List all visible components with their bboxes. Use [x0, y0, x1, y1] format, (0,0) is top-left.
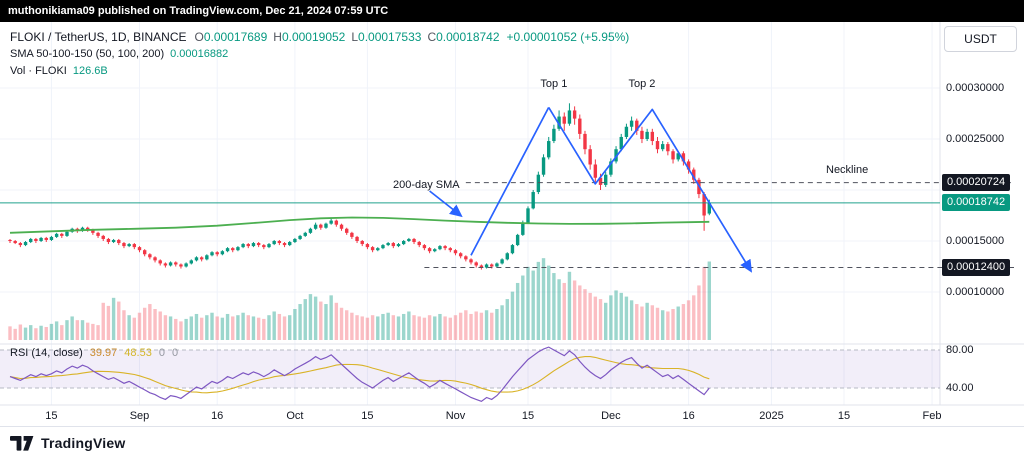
sma-indicator-value: 0.00016882 [170, 48, 229, 60]
ohlc-letter: C [427, 30, 437, 44]
ohlc-value: 0.00019052 [281, 30, 346, 44]
price-axis-label: 0.00030000 [946, 81, 1005, 94]
price-axis-label: 0.00025000 [946, 132, 1005, 145]
candles-layer [8, 103, 711, 270]
rsi-indicator-label[interactable]: RSI (14, close) [10, 347, 83, 359]
sma-line-layer [9, 216, 710, 234]
sma-indicator-label[interactable]: SMA 50-100-150 (50, 100, 200) [10, 48, 165, 60]
time-axis-label: 15 [361, 410, 374, 422]
ohlc-letter: L [351, 30, 359, 44]
rsi-indicator-legend[interactable]: RSI (14, close) 39.97 48.53 0 0 [10, 347, 178, 359]
annotation-neckline[interactable]: Neckline [826, 163, 869, 176]
rsi-value: 0 [171, 347, 179, 359]
last-price-badge: 0.00018742 [942, 194, 1011, 212]
currency-toggle-button[interactable]: USDT [944, 26, 1017, 52]
time-axis-label: Feb [922, 410, 942, 422]
time-axis-label: 15 [837, 410, 851, 422]
symbol-legend[interactable]: FLOKI / TetherUS, 1D, BINANCE O0.00017689… [10, 29, 629, 80]
publish-info-bar: muthonikiama09 published on TradingView.… [0, 0, 1024, 22]
ohlc-letter: O [194, 30, 204, 44]
separators-layer [0, 22, 1024, 406]
ohlc-value: 0.00017689 [203, 30, 268, 44]
time-axis-label: Dec [601, 410, 621, 422]
chart-plot-canvas[interactable] [0, 22, 1024, 427]
rsi-axis-label: 40.00 [946, 382, 974, 394]
gridlines-layer [0, 22, 940, 405]
legend-row-volume: Vol · FLOKI 126.6B [10, 63, 629, 80]
time-axis[interactable]: 15 Sep 16 Oct 15 Nov 15 Dec 16 2025 15 Feb [0, 405, 1024, 426]
ohlc-value: 0.00017533 [358, 30, 422, 44]
price-axis-label: 0.00010000 [946, 285, 1005, 298]
price-axis-label: 0.00015000 [946, 234, 1005, 247]
volume-bars-layer [8, 258, 711, 340]
price-level-badge: 0.00012400 [942, 259, 1011, 276]
time-axis-label: 2025 [759, 410, 784, 422]
rsi-axis-label: 80.00 [946, 344, 974, 356]
ohlc-values: O0.00017689 H0.00019052 L0.00017533 C0.0001… [189, 30, 500, 44]
chart-area[interactable]: FLOKI / TetherUS, 1D, BINANCE O0.00017689… [0, 22, 1024, 427]
annotation-200day-sma[interactable]: 200-day SMA [393, 179, 460, 191]
tradingview-wordmark[interactable]: TradingView [41, 435, 126, 451]
ohlc-letter: H [273, 30, 282, 44]
level-lines-layer [424, 182, 1014, 269]
time-axis-label: 15 [45, 410, 58, 422]
time-axis-label: 16 [682, 410, 695, 422]
time-axis-label: 15 [521, 410, 535, 422]
time-axis-label: Nov [445, 410, 466, 422]
rsi-value: 39.97 [89, 347, 118, 359]
footer: TradingView [0, 427, 1024, 459]
price-level-badge: 0.00020724 [942, 174, 1011, 192]
rsi-value: 0 [158, 347, 165, 359]
publish-info-text: muthonikiama09 published on TradingView.… [8, 5, 389, 17]
rsi-value: 48.53 [124, 347, 152, 359]
price-change: +0.00001052 (+5.95%) [506, 30, 630, 44]
rsi-indicator-values: 39.97 48.53 0 0 [83, 347, 178, 359]
time-axis-label: Sep [129, 410, 150, 422]
pattern-lines-layer [429, 106, 753, 273]
annotation-top2[interactable]: Top 2 [628, 78, 656, 91]
legend-row-symbol: FLOKI / TetherUS, 1D, BINANCE O0.00017689… [10, 29, 629, 46]
legend-row-sma: SMA 50-100-150 (50, 100, 200) 0.00016882 [10, 46, 629, 63]
time-axis-label: 16 [211, 410, 224, 422]
rsi-pane-layer [0, 346, 940, 402]
volume-indicator-value: 126.6B [72, 65, 108, 77]
symbol-title[interactable]: FLOKI / TetherUS, 1D, BINANCE [10, 30, 187, 44]
ohlc-value: 0.00018742 [436, 30, 500, 44]
volume-indicator-label[interactable]: Vol · FLOKI [10, 65, 67, 77]
annotation-top1[interactable]: Top 1 [540, 78, 568, 91]
tradingview-logo-icon[interactable] [10, 435, 34, 451]
time-axis-label: Oct [286, 410, 304, 422]
